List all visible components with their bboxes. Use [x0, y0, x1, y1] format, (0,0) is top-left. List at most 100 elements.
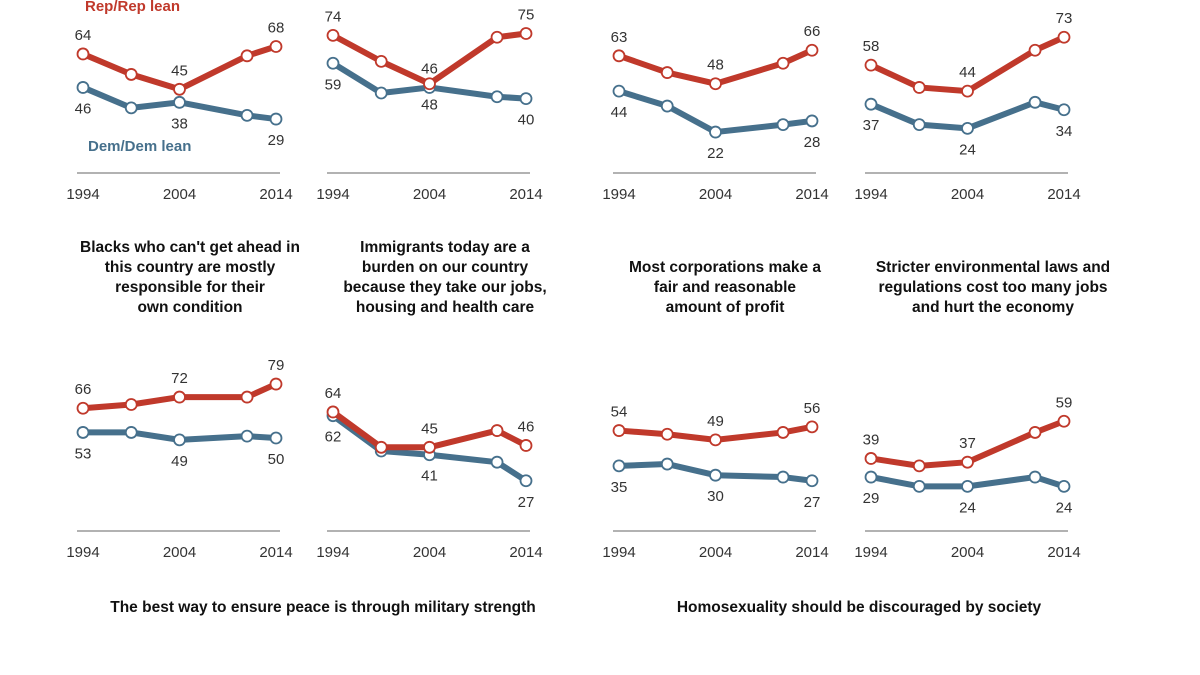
rep-value-label-2014: 75	[518, 7, 535, 24]
rep-value-label-2014: 59	[1056, 394, 1073, 411]
rep-value-label-2004: 49	[707, 413, 724, 430]
dem-point-1994	[326, 56, 340, 70]
rep-value-label-1994: 39	[863, 431, 880, 448]
dem-value-label-2014: 24	[1056, 499, 1073, 516]
dem-point-1999	[912, 118, 926, 132]
dem-point-2011	[1028, 95, 1042, 109]
x-tick-label: 2004	[951, 544, 984, 561]
rep-value-label-2004: 72	[171, 370, 188, 387]
legend-rep: Rep/Rep lean	[85, 0, 180, 15]
x-tick-label: 1994	[854, 544, 887, 561]
x-tick-label: 2014	[1047, 544, 1080, 561]
rep-point-1999	[660, 66, 674, 79]
dem-point-2014	[519, 92, 533, 105]
dem-point-2014	[269, 431, 283, 445]
dem-point-1994	[864, 97, 878, 111]
dem-point-2014	[519, 474, 533, 488]
x-tick-label: 1994	[316, 544, 349, 561]
rep-point-2014	[1057, 30, 1071, 44]
panel-3: 1994 2004 2014 63 48 66 44 22 28	[602, 23, 828, 203]
dem-value-label-2004: 24	[959, 141, 976, 158]
rep-value-label-1994: 63	[611, 29, 628, 46]
rep-point-1994	[326, 405, 340, 419]
dem-point-1999	[374, 86, 388, 100]
x-tick-label: 2014	[259, 186, 292, 203]
dem-value-label-2004: 38	[171, 115, 188, 132]
rep-point-2014	[269, 377, 283, 391]
x-tick-label: 2014	[795, 186, 828, 203]
x-tick-label: 1994	[66, 186, 99, 203]
x-tick-label: 1994	[854, 186, 887, 203]
rep-point-2014	[519, 439, 533, 452]
panel-4: 1994 2004 2014 58 44 73 37 24 34	[854, 10, 1080, 203]
dem-point-2004	[961, 121, 974, 135]
rep-value-label-2014: 46	[518, 418, 535, 435]
dem-point-1999	[124, 101, 138, 115]
dem-value-label-2014: 27	[518, 494, 535, 511]
dem-point-2011	[1028, 470, 1042, 484]
rep-point-1999	[374, 440, 388, 454]
rep-point-2004	[709, 77, 722, 91]
rep-point-2004	[709, 433, 722, 447]
dem-value-label-2004: 41	[421, 468, 438, 485]
dem-value-label-1994: 46	[75, 100, 92, 117]
dem-value-label-2004: 46	[421, 60, 438, 77]
dem-point-2014	[805, 474, 819, 488]
rep-point-2014	[805, 420, 819, 434]
dem-value-label-1994: 59	[325, 76, 342, 93]
x-tick-label: 2004	[951, 186, 984, 203]
rep-point-1999	[660, 427, 674, 441]
rep-point-1994	[326, 28, 340, 42]
rep-value-label-2004: 37	[959, 435, 976, 452]
x-tick-label: 2014	[1047, 186, 1080, 203]
dem-value-label-2014: 27	[804, 494, 821, 511]
dem-value-label-2004: 22	[707, 145, 724, 162]
rep-point-2004	[961, 84, 974, 98]
panel-title-5: Blacks who can't get ahead in this countr…	[80, 239, 300, 316]
next-row-title-1: The best way to ensure peace is through …	[110, 599, 536, 616]
dem-value-label-1994: 62	[325, 429, 342, 446]
rep-point-2011	[240, 49, 254, 63]
x-tick-label: 1994	[602, 544, 635, 561]
rep-value-label-1994: 54	[611, 404, 628, 421]
rep-point-2011	[240, 390, 254, 404]
panel-5: 1994 2004 2014 66 72 79 53 49 50	[66, 357, 292, 561]
panel-6: 1994 2004 2014 64 45 46 62 41 27	[316, 385, 542, 561]
x-tick-label: 2004	[163, 544, 196, 561]
dem-point-2011	[490, 90, 504, 104]
panel-2: 1994 2004 2014 74 48 75 59 46 40	[316, 7, 542, 204]
dem-value-label-2014: 28	[804, 134, 821, 151]
x-tick-label: 2014	[509, 186, 542, 203]
rep-point-1999	[124, 398, 138, 411]
rep-point-2004	[961, 455, 974, 469]
rep-point-2011	[1028, 426, 1042, 439]
rep-point-1994	[864, 452, 878, 465]
dem-point-1994	[76, 81, 90, 94]
rep-point-1999	[912, 81, 926, 94]
dem-point-1994	[612, 459, 626, 473]
rep-point-1994	[864, 58, 878, 72]
dem-value-label-2004: 49	[171, 453, 188, 470]
rep-value-label-1994: 64	[325, 385, 342, 402]
rep-point-2011	[1028, 43, 1042, 57]
dem-value-label-2014: 40	[518, 112, 535, 129]
rep-point-2004	[423, 77, 436, 91]
x-tick-label: 2004	[163, 186, 196, 203]
x-tick-label: 2004	[413, 544, 446, 561]
dem-point-2014	[1057, 103, 1071, 117]
rep-point-2011	[490, 30, 504, 44]
x-tick-label: 2004	[413, 186, 446, 203]
dem-point-1994	[76, 426, 90, 439]
panel-1: 1994 2004 2014 64 45 68 46 38 29	[66, 20, 292, 203]
x-tick-label: 2004	[699, 544, 732, 561]
rep-point-2014	[805, 43, 819, 57]
dem-point-2014	[269, 112, 283, 126]
rep-point-2011	[776, 56, 790, 70]
panel-title-8: Stricter environmental laws and regulatio…	[876, 259, 1110, 316]
dem-value-label-2004: 30	[707, 488, 724, 505]
rep-value-label-2014: 68	[268, 20, 285, 37]
rep-value-label-1994: 64	[75, 27, 92, 44]
x-tick-label: 2014	[795, 544, 828, 561]
dem-point-2004	[961, 479, 974, 493]
